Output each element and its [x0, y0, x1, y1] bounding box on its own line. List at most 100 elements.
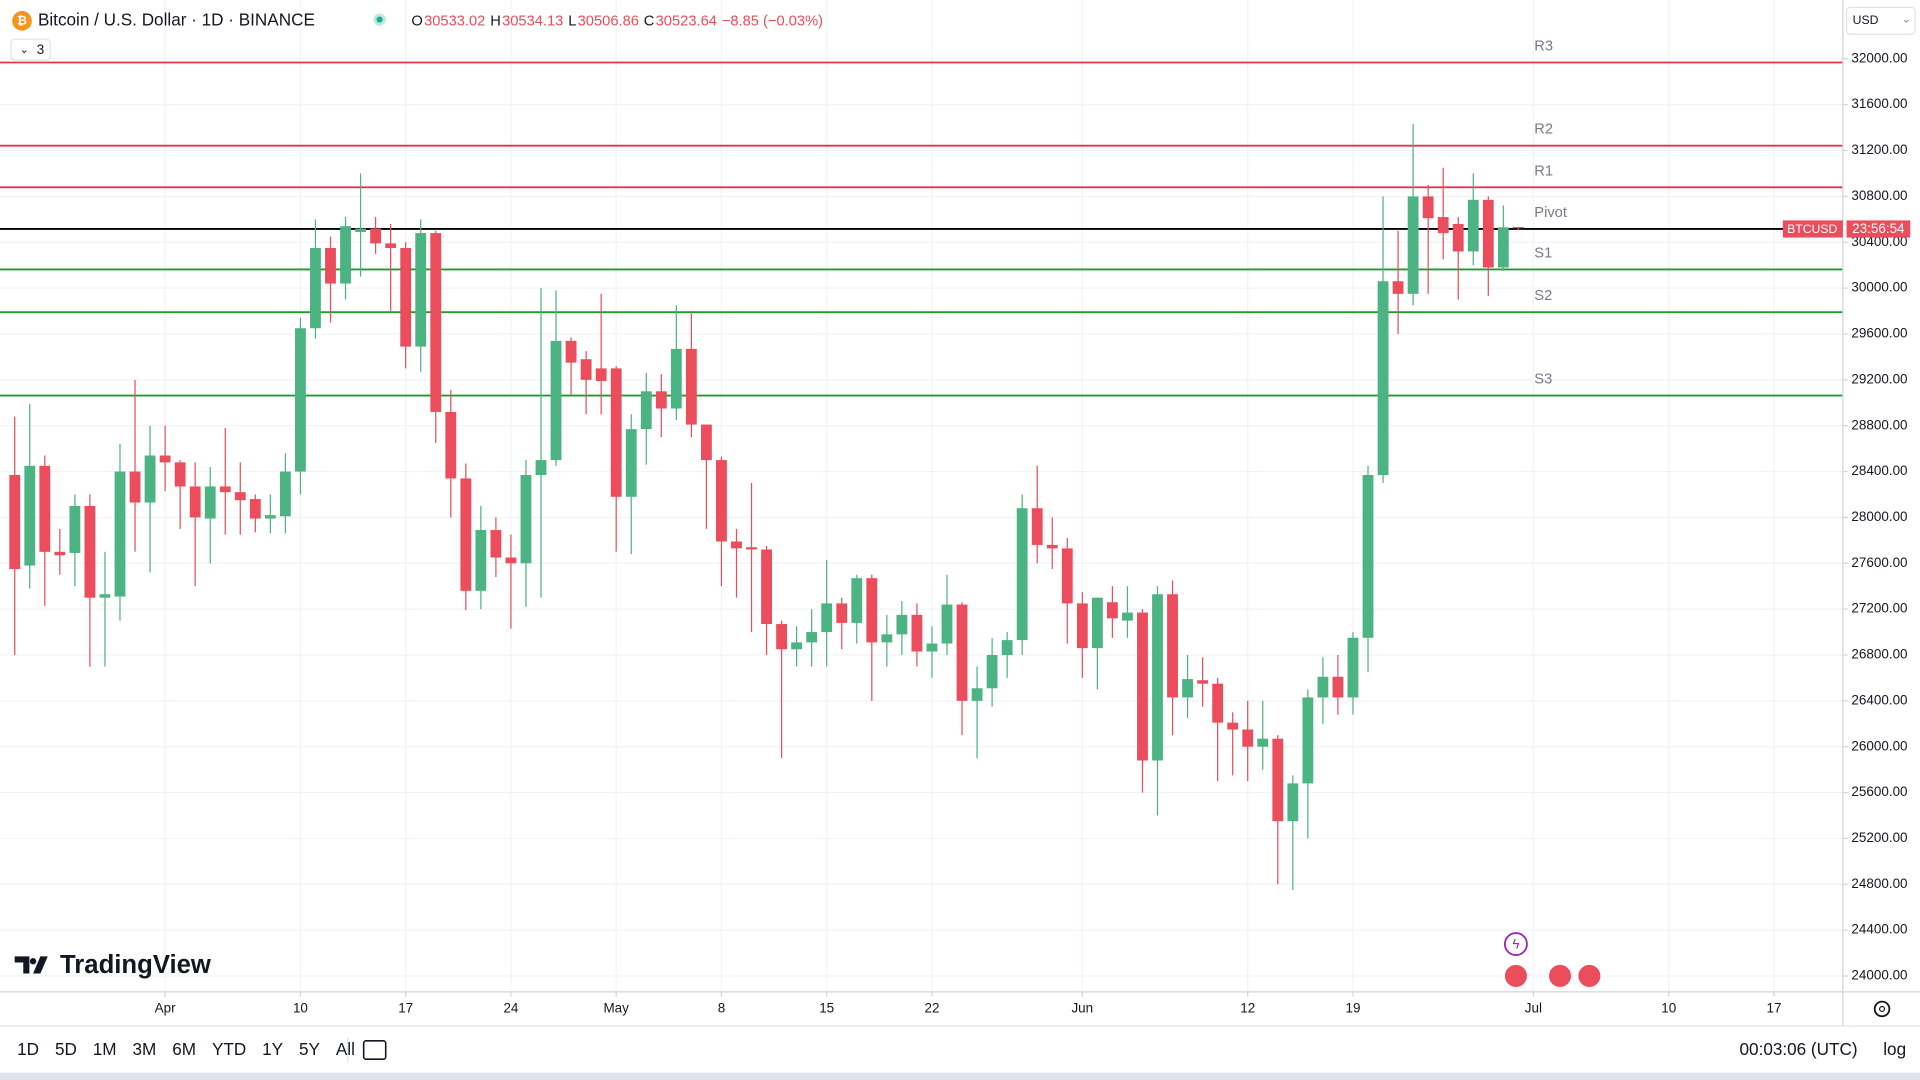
- candle-body: [1137, 612, 1148, 761]
- candle-body: [716, 460, 727, 542]
- candle-body: [1167, 594, 1178, 698]
- candle-body: [986, 654, 998, 689]
- candle-body: [610, 368, 622, 497]
- pivot-label: R2: [1534, 122, 1553, 138]
- candle-body: [415, 233, 427, 347]
- y-tick-label: 30000.00: [1851, 280, 1907, 295]
- timeframe-button[interactable]: All: [336, 1039, 355, 1059]
- timeframe-button[interactable]: 5D: [55, 1039, 77, 1059]
- candle-body: [971, 688, 983, 701]
- candle-body: [264, 515, 276, 519]
- timeframe-button[interactable]: 5Y: [299, 1039, 321, 1059]
- candle-body: [385, 243, 397, 248]
- event-us[interactable]: [1546, 962, 1574, 990]
- event-us[interactable]: [1502, 962, 1530, 990]
- candle-body: [249, 499, 261, 519]
- candle-body: [1016, 508, 1028, 641]
- ohlc-value: 30506.86: [578, 13, 639, 29]
- symbol-title: Bitcoin / U.S. Dollar · 1D · BINANCE: [38, 9, 315, 29]
- y-tick-label: 26800.00: [1851, 647, 1907, 662]
- candle-body: [370, 228, 382, 244]
- timeframe-button[interactable]: 1M: [93, 1039, 117, 1059]
- candle-body: [1152, 594, 1163, 761]
- candle-body: [1227, 722, 1239, 730]
- y-tick-label: 29600.00: [1851, 326, 1907, 341]
- clock[interactable]: 00:03:06 (UTC): [1740, 1039, 1858, 1059]
- y-tick-label: 31200.00: [1851, 142, 1907, 157]
- candle-body: [776, 624, 788, 650]
- candle-body: [926, 643, 938, 652]
- settings-icon[interactable]: [1873, 1000, 1891, 1018]
- candle-body: [1512, 227, 1524, 229]
- ohlc-letter: H: [490, 13, 501, 29]
- timeframe-button[interactable]: 1Y: [262, 1039, 284, 1059]
- pivot-label: S3: [1534, 371, 1552, 387]
- candle-body: [475, 530, 487, 591]
- candle-body: [1347, 637, 1359, 698]
- x-tick-label: 22: [924, 1001, 939, 1016]
- axes: 24000.00 24400.00 24800.00 25200.00 25600.00…: [155, 50, 1908, 1015]
- candle-body: [851, 578, 863, 623]
- candle-body: [1467, 199, 1479, 252]
- candle-body: [295, 328, 306, 472]
- x-tick-label: 12: [1240, 1001, 1255, 1016]
- candle-body: [1197, 680, 1209, 684]
- candle-body: [1377, 281, 1389, 475]
- candle-body: [791, 642, 803, 650]
- candle-body: [445, 411, 457, 479]
- candle-body: [550, 340, 562, 461]
- candle-body: [39, 465, 51, 552]
- candle-body: [1001, 640, 1013, 655]
- countdown: 23:56:54: [1852, 221, 1905, 236]
- candle-body: [189, 486, 201, 518]
- candle-body: [340, 226, 351, 284]
- candle-body: [700, 424, 712, 461]
- grid: [0, 0, 1843, 992]
- timeframe-button[interactable]: YTD: [212, 1039, 246, 1059]
- ohlc-value: 30533.02: [424, 13, 485, 29]
- candle-body: [956, 604, 968, 701]
- candle-body: [1122, 612, 1133, 621]
- log-toggle[interactable]: log: [1883, 1039, 1906, 1059]
- x-tick-label: Apr: [155, 1001, 176, 1016]
- candle-body: [1182, 679, 1193, 698]
- event-earnings[interactable]: [1503, 932, 1528, 957]
- candle-body: [430, 233, 442, 412]
- candle-body: [84, 505, 96, 598]
- event-us[interactable]: [1575, 962, 1603, 990]
- x-tick-label: May: [603, 1001, 629, 1016]
- candle-body: [806, 632, 818, 643]
- currency-button[interactable]: [1845, 6, 1916, 35]
- x-tick-label: Jun: [1071, 1001, 1093, 1016]
- date-range-icon[interactable]: [362, 1040, 387, 1060]
- candle-body: [9, 474, 21, 570]
- candle-body: [881, 634, 893, 643]
- pivot-label: R1: [1534, 163, 1553, 179]
- candle-body: [896, 614, 908, 635]
- y-tick-label: 30800.00: [1851, 188, 1907, 203]
- candle-body: [400, 247, 412, 347]
- candle-body: [580, 359, 592, 380]
- timeframe-button[interactable]: 6M: [172, 1039, 196, 1059]
- candle-body: [279, 471, 291, 517]
- candle-body: [941, 604, 953, 644]
- y-tick-label: 25200.00: [1851, 830, 1907, 845]
- y-tick-label: 25600.00: [1851, 784, 1907, 799]
- candle-body: [144, 455, 156, 503]
- y-tick-label: 28400.00: [1851, 463, 1907, 478]
- candle-body: [490, 530, 502, 558]
- timeframe-button[interactable]: 3M: [133, 1039, 157, 1059]
- pivot-label: Pivot: [1534, 205, 1567, 221]
- candle-body: [325, 247, 336, 284]
- indicator-toggle[interactable]: [10, 38, 51, 61]
- y-tick-label: 26000.00: [1851, 738, 1907, 753]
- candle-body: [911, 614, 923, 652]
- pivot-label: S1: [1534, 245, 1552, 261]
- candle-body: [505, 557, 517, 564]
- candle-body: [1362, 474, 1374, 638]
- timeframe-button[interactable]: 1D: [17, 1039, 39, 1059]
- candle-body: [69, 505, 81, 553]
- candle-body: [1317, 676, 1329, 698]
- y-tick-label: 24400.00: [1851, 922, 1907, 937]
